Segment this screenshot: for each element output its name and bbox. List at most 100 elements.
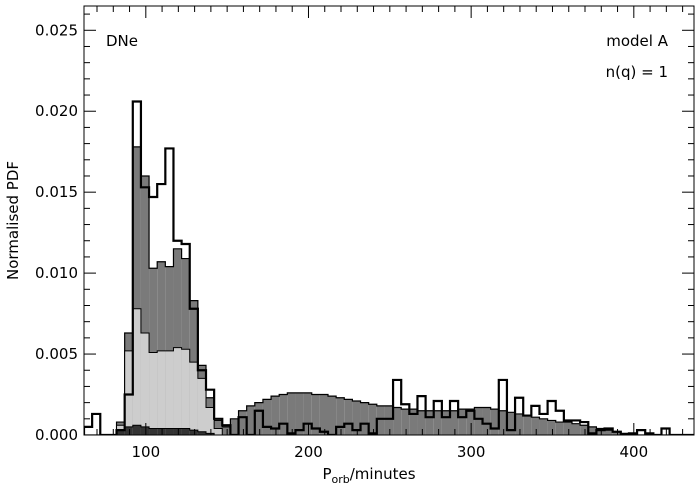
bar-darkest-filled-7 — [140, 426, 150, 435]
bar-dark-filled-35 — [368, 404, 377, 435]
bar-light-filled-15 — [206, 407, 215, 435]
bar-light-filled-12 — [181, 349, 190, 435]
bar-dark-filled-58 — [555, 422, 564, 435]
bar-dark-filled-26 — [295, 392, 304, 435]
bar-dark-filled-55 — [531, 417, 540, 435]
bar-darkest-filled-14 — [197, 431, 206, 435]
bar-dark-filled-30 — [328, 396, 337, 435]
bar-dark-filled-16 — [214, 420, 223, 435]
series-darkest-filled — [84, 424, 694, 435]
bar-dark-filled-57 — [547, 420, 556, 435]
annotation-dne: DNe — [106, 32, 138, 50]
bar-dark-filled-29 — [319, 394, 328, 435]
histogram-series — [84, 100, 694, 435]
bar-dark-filled-41 — [417, 410, 426, 435]
bar-light-filled-7 — [140, 333, 150, 435]
bar-dark-filled-50 — [490, 409, 499, 435]
bar-light-filled-11 — [173, 347, 182, 435]
bar-dark-filled-65 — [612, 431, 621, 435]
bar-dark-filled-37 — [384, 405, 394, 435]
bar-dark-filled-17 — [222, 426, 231, 435]
bar-dark-filled-19 — [238, 410, 247, 435]
y-axis-label: Normalised PDF — [4, 161, 22, 280]
bar-dark-filled-36 — [376, 405, 385, 435]
step-outline-darkest-filled — [84, 424, 694, 435]
bar-darkest-filled-15 — [206, 433, 215, 435]
x-tick-label: 400 — [619, 443, 648, 461]
bar-dark-filled-46 — [458, 409, 467, 435]
bar-darkest-filled-13 — [189, 430, 198, 435]
x-tick-label: 100 — [131, 443, 160, 461]
bar-dark-filled-60 — [572, 423, 581, 435]
bar-dark-filled-34 — [360, 402, 369, 435]
bar-darkest-filled-9 — [157, 428, 166, 435]
series-light-filled — [84, 308, 694, 435]
y-tick-label: 0.010 — [35, 264, 78, 282]
bar-dark-filled-11 — [173, 248, 182, 435]
bar-dark-filled-18 — [230, 418, 239, 435]
bar-dark-filled-27 — [303, 392, 312, 435]
bar-dark-filled-9 — [157, 261, 166, 435]
step-outline-dark-filled — [84, 146, 694, 435]
bar-dark-filled-43 — [433, 410, 442, 435]
bar-darkest-filled-6 — [132, 425, 141, 435]
y-tick-label: 0.005 — [35, 345, 78, 363]
bar-darkest-filled-5 — [124, 426, 133, 435]
bar-dark-filled-31 — [336, 397, 345, 435]
bar-light-filled-10 — [165, 350, 174, 435]
x-axis-label-rest: /minutes — [350, 465, 416, 483]
bar-dark-filled-56 — [539, 418, 548, 435]
x-axis-label: Porb/minutes — [322, 465, 415, 486]
bar-darkest-filled-10 — [165, 428, 174, 435]
plot-frame — [83, 5, 695, 436]
bar-dark-filled-39 — [401, 409, 410, 435]
bar-dark-filled-32 — [344, 399, 353, 435]
bar-dark-filled-53 — [515, 413, 524, 435]
bar-darkest-filled-11 — [173, 428, 182, 435]
bar-light-filled-6 — [132, 308, 141, 435]
bar-light-filled-16 — [214, 428, 223, 435]
y-tick-label: 0.015 — [35, 183, 78, 201]
bar-dark-filled-25 — [287, 392, 296, 435]
bar-light-filled-5 — [124, 350, 133, 435]
bar-dark-filled-12 — [181, 258, 190, 435]
bar-light-filled-9 — [157, 350, 166, 435]
x-axis-label-subscript: orb — [332, 473, 350, 486]
bar-dark-filled-64 — [604, 430, 613, 435]
bar-dark-filled-22 — [262, 399, 272, 435]
bar-dark-filled-21 — [254, 402, 263, 435]
bar-dark-filled-23 — [271, 396, 280, 435]
bar-dark-filled-48 — [474, 407, 483, 435]
bar-dark-filled-40 — [409, 409, 418, 435]
bar-dark-filled-7 — [140, 175, 150, 435]
bar-dark-filled-62 — [588, 426, 597, 435]
axis-tick-labels: 100 200 300 400 0.000 0.005 0.010 0.015 0.020 0.0… — [35, 21, 648, 461]
bar-light-filled-14 — [197, 378, 206, 435]
bar-light-filled-13 — [189, 362, 198, 435]
x-tick-label: 200 — [294, 443, 323, 461]
bar-dark-filled-44 — [441, 410, 450, 435]
bar-darkest-filled-8 — [149, 428, 158, 435]
bar-dark-filled-42 — [425, 410, 434, 435]
bar-dark-filled-63 — [596, 428, 605, 435]
bar-dark-filled-38 — [393, 407, 402, 435]
step-outline-outline — [84, 100, 694, 435]
series-outline — [84, 100, 694, 435]
y-tick-label: 0.025 — [35, 21, 78, 39]
bar-dark-filled-47 — [466, 409, 475, 435]
bar-dark-filled-61 — [580, 425, 589, 435]
bar-dark-filled-28 — [311, 394, 320, 435]
x-tick-label: 300 — [457, 443, 486, 461]
bar-dark-filled-52 — [506, 412, 516, 435]
bar-darkest-filled-12 — [181, 428, 190, 435]
step-outline-light-filled — [84, 308, 694, 435]
bar-dark-filled-49 — [482, 407, 491, 435]
bar-light-filled-8 — [149, 352, 158, 435]
bar-dark-filled-20 — [246, 405, 255, 435]
bar-dark-filled-51 — [498, 410, 507, 435]
bar-dark-filled-54 — [523, 415, 532, 435]
bar-darkest-filled-4 — [116, 430, 125, 435]
bar-dark-filled-33 — [352, 401, 361, 435]
y-tick-label: 0.020 — [35, 102, 78, 120]
